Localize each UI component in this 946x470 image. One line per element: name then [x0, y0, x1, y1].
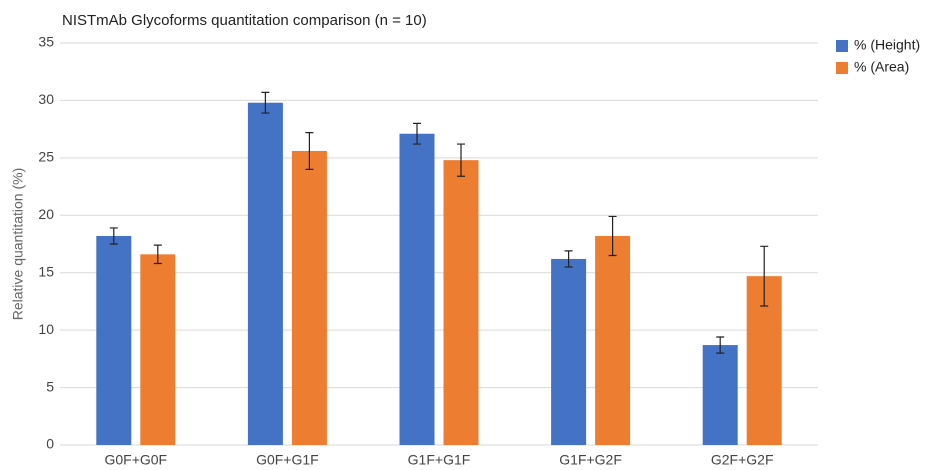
chart-title: NISTmAb Glycoforms quantitation comparis…: [62, 12, 427, 29]
bar: [551, 258, 587, 445]
error-bar: [564, 250, 573, 268]
error-bar: [760, 245, 769, 307]
y-tick-label: 5: [46, 378, 54, 394]
x-tick-label: G0F+G1F: [256, 452, 319, 468]
x-tick-label: G0F+G0F: [104, 452, 167, 468]
error-bar: [261, 91, 270, 114]
legend-label: % (Area): [854, 59, 909, 75]
y-tick-label: 15: [38, 263, 54, 279]
legend-swatch: [836, 40, 848, 52]
x-tick-label: G2F+G2F: [711, 452, 774, 468]
y-tick-label: 20: [38, 206, 54, 222]
y-tick-label: 0: [46, 436, 54, 452]
y-tick-label: 30: [38, 91, 54, 107]
bar: [247, 102, 283, 446]
error-bar: [413, 122, 421, 145]
bar: [96, 235, 132, 445]
x-tick-label: G1F+G1F: [408, 452, 471, 468]
error-bar: [457, 143, 465, 177]
bar: [702, 345, 738, 445]
bar: [399, 133, 435, 446]
error-bar: [716, 336, 725, 354]
error-bar: [109, 227, 118, 245]
y-axis-label: Relative quantitation (%): [10, 168, 26, 321]
bar: [140, 254, 176, 445]
error-bar: [153, 244, 162, 265]
y-tick-label: 10: [38, 321, 54, 337]
y-tick-label: 25: [38, 149, 54, 165]
legend-label: % (Height): [854, 37, 920, 53]
bar: [595, 235, 631, 445]
bar: [291, 150, 327, 446]
y-tick-label: 35: [38, 34, 54, 50]
error-bar: [608, 215, 617, 257]
x-tick-label: G1F+G2F: [559, 452, 622, 468]
error-bar: [305, 131, 314, 170]
legend-swatch: [836, 62, 848, 74]
bar: [443, 160, 479, 445]
